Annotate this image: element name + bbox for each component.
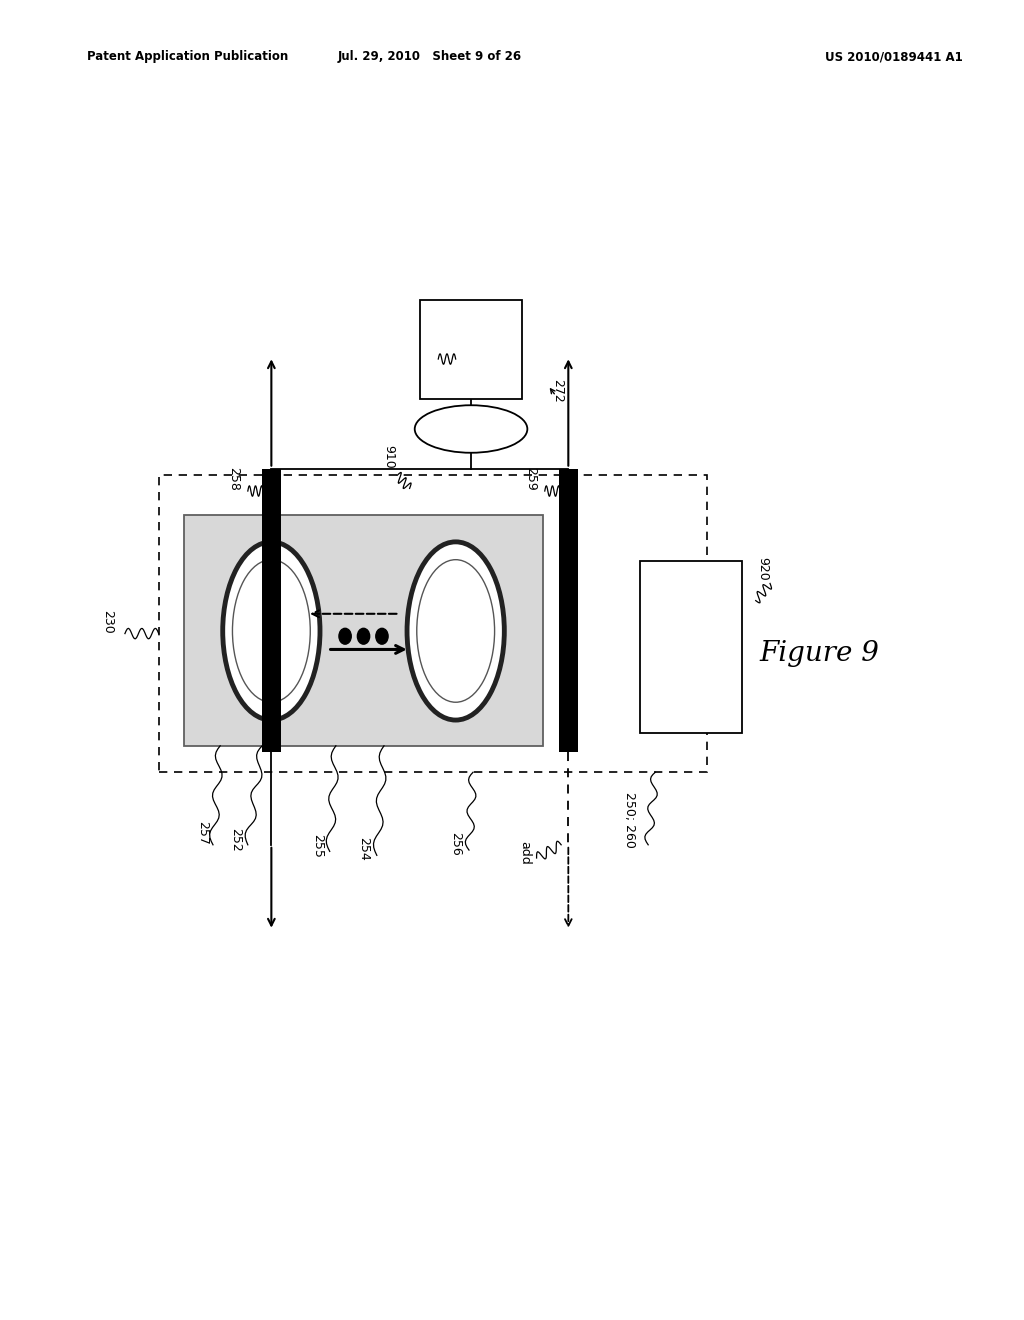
Ellipse shape bbox=[415, 405, 527, 453]
Ellipse shape bbox=[417, 560, 495, 702]
Circle shape bbox=[357, 628, 370, 644]
Text: 259: 259 bbox=[524, 467, 537, 491]
Bar bbox=[159, 475, 707, 772]
Bar bbox=[640, 561, 742, 733]
Bar bbox=[559, 469, 578, 752]
Text: 250; 260: 250; 260 bbox=[624, 792, 636, 847]
Text: 254: 254 bbox=[357, 837, 370, 861]
Text: 230: 230 bbox=[101, 610, 114, 634]
Text: US 2010/0189441 A1: US 2010/0189441 A1 bbox=[824, 50, 963, 63]
Text: 910: 910 bbox=[383, 445, 395, 469]
Bar bbox=[184, 515, 543, 746]
Bar bbox=[262, 469, 281, 752]
Text: 270: 270 bbox=[422, 339, 434, 363]
Text: Patent Application Publication: Patent Application Publication bbox=[87, 50, 289, 63]
Text: Figure 9: Figure 9 bbox=[759, 640, 880, 667]
Ellipse shape bbox=[407, 541, 504, 721]
Bar bbox=[420, 300, 522, 399]
Text: add: add bbox=[518, 841, 530, 865]
Text: 257: 257 bbox=[197, 821, 209, 845]
Text: 252: 252 bbox=[229, 828, 242, 851]
Ellipse shape bbox=[232, 560, 310, 702]
Text: 255: 255 bbox=[311, 834, 324, 858]
Text: 258: 258 bbox=[227, 467, 240, 491]
Text: 920: 920 bbox=[757, 557, 769, 581]
Circle shape bbox=[376, 628, 388, 644]
Circle shape bbox=[339, 628, 351, 644]
Text: 256: 256 bbox=[450, 832, 462, 855]
Text: Jul. 29, 2010   Sheet 9 of 26: Jul. 29, 2010 Sheet 9 of 26 bbox=[338, 50, 522, 63]
Ellipse shape bbox=[223, 541, 319, 721]
Text: 272: 272 bbox=[552, 379, 564, 403]
